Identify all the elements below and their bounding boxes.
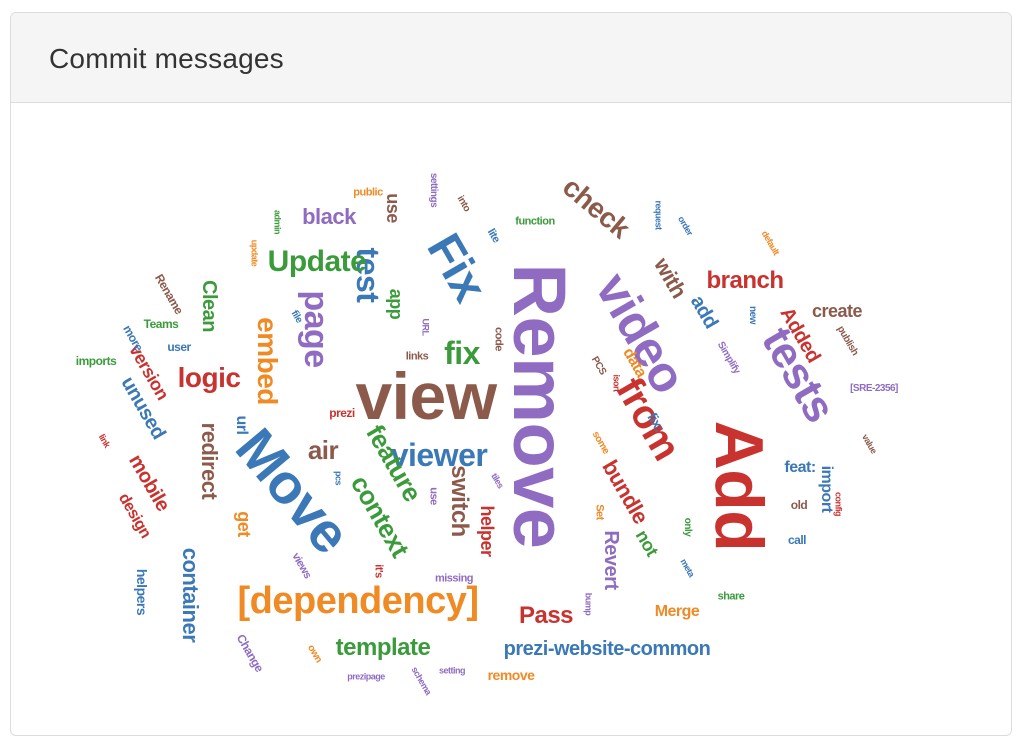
word-add: Add <box>701 420 777 552</box>
word-move: Move <box>223 416 363 565</box>
word-call: call <box>787 533 807 547</box>
word-black: black <box>302 204 356 229</box>
panel-title: Commit messages <box>49 43 284 74</box>
word-logic: logic <box>177 362 241 393</box>
word-default: default <box>759 228 782 257</box>
word-links: links <box>405 350 429 363</box>
word-share: share <box>717 590 745 603</box>
word-use: use <box>427 487 440 505</box>
word-dependency: [dependency] <box>237 580 479 622</box>
word-imports: imports <box>75 354 117 368</box>
panel-header: Commit messages <box>11 13 1011 103</box>
word-config: config <box>833 492 844 516</box>
word-app: app <box>386 288 406 320</box>
word-template: template <box>335 634 431 661</box>
word-some: some <box>589 429 612 456</box>
word-rename: Rename <box>152 271 186 317</box>
word-with: with <box>649 253 692 303</box>
word-lite: lite <box>484 226 503 245</box>
word-admin: admin <box>272 209 283 235</box>
word-bump: bump <box>583 592 594 616</box>
word-switch: switch <box>446 465 473 537</box>
word-request: request <box>653 200 664 230</box>
word-setting: setting <box>438 665 466 676</box>
word-own: own <box>305 642 324 665</box>
word-feat: feat: <box>784 459 816 476</box>
word-fix: fix <box>444 335 480 371</box>
word-settings: settings <box>428 172 439 208</box>
word-cloud: Remove Add view Move Fix video tests [dependenc… <box>11 103 1011 735</box>
word-bundle: bundle <box>597 455 654 528</box>
word-set: Set <box>593 504 606 520</box>
word-check: check <box>556 171 636 245</box>
word-into: into <box>454 193 473 214</box>
word-page: page <box>297 290 335 368</box>
word-more: more <box>120 322 146 354</box>
word-meta: meta <box>678 557 697 579</box>
word-url: URL <box>420 318 431 336</box>
word-publish: publish <box>834 324 861 358</box>
word-link: link <box>96 432 113 450</box>
word-prezipage: prezipage <box>347 671 385 682</box>
word-order: order <box>675 214 695 238</box>
word-container: container <box>178 547 203 643</box>
word-viewer: viewer <box>390 437 488 473</box>
word-change: Change <box>233 631 267 675</box>
word-update: Update <box>267 245 367 278</box>
word-old: old <box>790 498 808 512</box>
word-helpers: helpers <box>134 568 150 616</box>
word-pass: Pass <box>518 602 574 629</box>
word-sre-2356: [SRE-2356] <box>850 383 898 394</box>
word-redirect: redirect <box>197 422 222 500</box>
word-value: value <box>859 432 879 456</box>
word-new: new <box>747 306 758 324</box>
word-remove: Remove <box>498 263 581 549</box>
word-remove: remove <box>487 667 535 683</box>
word-fix: Fix <box>416 225 497 311</box>
word-get: get <box>234 511 254 537</box>
word-prezi-website-common: prezi-website-common <box>503 638 711 660</box>
word-create: create <box>811 301 863 321</box>
word-air: air <box>307 435 339 465</box>
word-only: only <box>682 517 693 537</box>
word-pcs: PCS <box>588 354 608 377</box>
word-isort: isort <box>611 374 622 392</box>
word-public: public <box>353 186 383 199</box>
commit-messages-panel: Commit messages Remove Add view Move Fix vide… <box>10 12 1012 736</box>
word-use: use <box>383 193 403 223</box>
word-not: not <box>631 526 663 560</box>
word-embed: embed <box>252 317 283 405</box>
word-import: import <box>818 465 835 513</box>
word-user: user <box>167 340 191 354</box>
word-teams: Teams <box>143 317 179 331</box>
word-it-s: it's <box>372 564 385 578</box>
word-merge: Merge <box>654 603 700 620</box>
word-view: view <box>355 359 497 433</box>
word-branch: branch <box>706 267 784 294</box>
word-schema: schema <box>409 665 434 697</box>
word-missing: missing <box>434 572 474 585</box>
word-url: url <box>233 415 250 435</box>
word-code: code <box>492 327 505 351</box>
word-revert: Revert <box>600 530 622 590</box>
word-clean: Clean <box>198 280 220 332</box>
word-prezi: prezi <box>329 406 355 420</box>
word-simplify: Simplify <box>714 339 742 376</box>
word-add: add <box>685 291 723 333</box>
word-pcs: pcs <box>333 470 344 486</box>
word-helper: helper <box>477 505 497 557</box>
word-update: update <box>249 239 260 267</box>
word-function: function <box>515 215 555 228</box>
